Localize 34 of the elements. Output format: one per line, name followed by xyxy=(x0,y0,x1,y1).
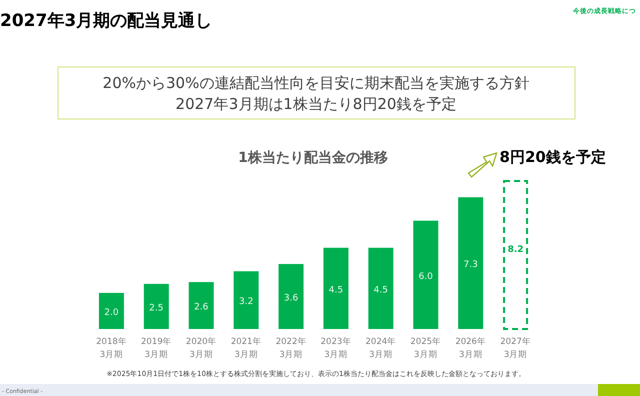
bar xyxy=(368,248,394,329)
data-label: 7.3 xyxy=(463,260,478,270)
x-tick-label: 2019年 3月期 xyxy=(141,336,172,360)
data-label: 8.2 xyxy=(508,245,524,255)
bar xyxy=(323,248,348,329)
x-tick-label: 2023年 3月期 xyxy=(320,336,352,360)
data-label: 4.5 xyxy=(374,285,388,296)
annotation: 8円20銭を予定 xyxy=(500,148,606,166)
bar xyxy=(413,220,438,329)
data-label: 4.5 xyxy=(328,285,344,296)
data-label: 2.6 xyxy=(194,302,209,313)
x-tick-label: 2026年 3月期 xyxy=(455,336,486,360)
data-label: 3.2 xyxy=(238,297,254,308)
data-label: 2.0 xyxy=(104,308,119,318)
bar xyxy=(278,264,304,329)
x-tick-label: 2022年 3月期 xyxy=(276,336,306,360)
x-tick-label: 2018年 3月期 xyxy=(96,336,127,360)
data-label: 3.6 xyxy=(284,294,298,304)
data-label: 2.5 xyxy=(149,303,164,314)
bar xyxy=(234,271,259,329)
bar xyxy=(98,292,124,329)
bar xyxy=(503,180,528,330)
x-tick-label: 2020年 3月期 xyxy=(186,336,217,360)
bar xyxy=(188,282,214,329)
bar xyxy=(144,284,169,329)
x-tick-label: 2021年 3月期 xyxy=(230,336,262,360)
bar xyxy=(458,197,484,329)
data-label: 6.0 xyxy=(418,272,434,282)
text: 20%から30%の連結配当性向を目安に期末配当を実施する方針 2027年3月期は1株当たり8円20銭を予定 xyxy=(102,74,530,113)
chart-title: 1株当たり配当金の推移 xyxy=(238,150,388,166)
text: 2027年3月期の配当見通し xyxy=(0,11,212,31)
x-tick-label: 2025年 3月期 xyxy=(410,336,442,360)
x-tick-label: 2024年 3月期 xyxy=(366,336,396,360)
x-tick-label: 2027年 3月期 xyxy=(500,336,531,360)
